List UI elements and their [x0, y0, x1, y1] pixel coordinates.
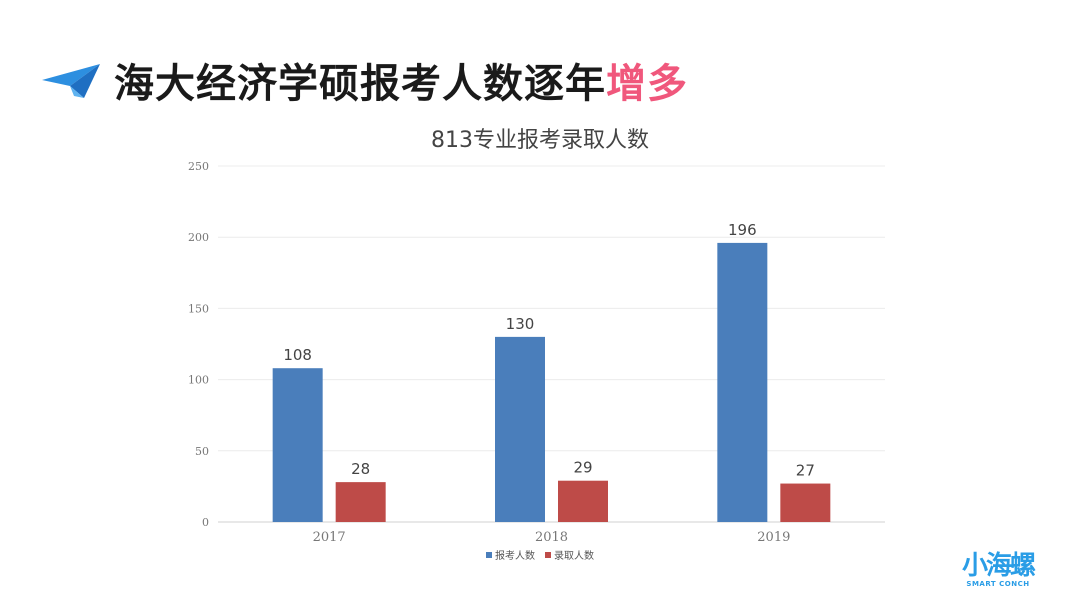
legend-item-applicants: 报考人数	[486, 547, 535, 562]
bar	[335, 482, 386, 522]
y-tick-label: 100	[188, 374, 209, 387]
slide-title-highlight: 增多	[606, 61, 688, 107]
bar	[717, 242, 768, 522]
x-tick-label: 2018	[535, 530, 568, 545]
y-tick-label: 200	[188, 231, 209, 244]
x-tick-label: 2019	[757, 530, 790, 545]
legend-label-admitted: 录取人数	[554, 551, 594, 562]
data-label: 29	[573, 459, 592, 477]
x-tick-label: 2017	[313, 530, 346, 545]
chart-legend: 报考人数 录取人数	[0, 547, 1080, 562]
brand-logo: 小海螺 SMART CONCH	[958, 552, 1038, 588]
brand-mark: 小海螺	[961, 551, 1036, 581]
y-tick-label: 50	[195, 445, 209, 458]
legend-item-admitted: 录取人数	[545, 547, 594, 562]
bar	[558, 480, 608, 522]
data-label: 196	[728, 221, 757, 239]
slide-title-main: 海大经济学硕报考人数逐年	[114, 61, 606, 107]
y-tick-label: 150	[188, 302, 209, 315]
data-label: 108	[283, 346, 312, 364]
slide-title: 海大经济学硕报考人数逐年增多	[114, 51, 688, 109]
data-label: 130	[506, 315, 535, 333]
legend-swatch-admitted	[545, 551, 551, 558]
y-tick-label: 0	[202, 516, 209, 529]
slide-header: 海大经济学硕报考人数逐年增多	[40, 50, 688, 110]
bar	[272, 368, 323, 522]
bar	[780, 483, 831, 522]
bar	[495, 336, 545, 522]
data-label: 28	[351, 460, 370, 478]
data-label: 27	[796, 462, 815, 480]
y-tick-label: 250	[188, 160, 209, 173]
bar-chart: 0 50 100 150 200 250 108 28 2017 130 29 2018 196 27 20…	[188, 160, 885, 545]
paper-plane-icon	[42, 64, 100, 98]
brand-sub: SMART CONCH	[966, 580, 1030, 588]
legend-label-applicants: 报考人数	[495, 551, 535, 562]
legend-swatch-applicants	[486, 551, 492, 558]
chart-title: 813专业报考录取人数	[431, 128, 649, 153]
